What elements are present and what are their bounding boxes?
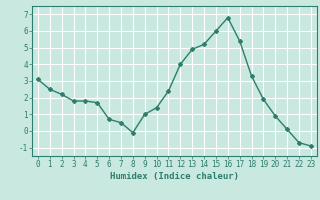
X-axis label: Humidex (Indice chaleur): Humidex (Indice chaleur) — [110, 172, 239, 181]
